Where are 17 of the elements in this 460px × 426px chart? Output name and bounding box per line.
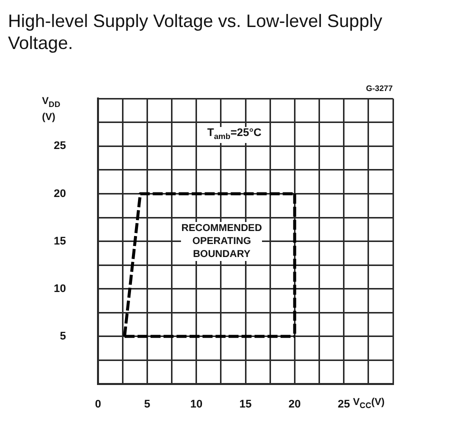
y-axis-title: V$_{DD}$ (V): [42, 94, 60, 124]
x-tick-label: 20: [288, 398, 301, 411]
x-axis-title: V$_{CC}$(V): [353, 396, 385, 412]
x-tick-label: 15: [239, 398, 252, 411]
text: G-3277: [366, 83, 393, 96]
x-tick-label: 25: [338, 398, 350, 411]
y-tick-label: 15: [54, 235, 66, 248]
chart-title: High-level Supply Voltage vs. Low-level Supply Voltage.: [8, 10, 384, 54]
annotation: RECOMMENDED OPERATING BOUNDARY: [181, 222, 262, 261]
y-tick-label: 20: [54, 188, 66, 200]
x-tick-label: 10: [190, 398, 202, 411]
annotation: T$_{amb}$=25°C: [205, 127, 264, 144]
x-tick-label: 0: [94, 398, 102, 411]
y-tick-label: 25: [54, 140, 66, 152]
y-tick-label: 10: [54, 282, 66, 295]
y-tick-label: 5: [60, 330, 66, 342]
x-tick-label: 5: [144, 398, 150, 411]
